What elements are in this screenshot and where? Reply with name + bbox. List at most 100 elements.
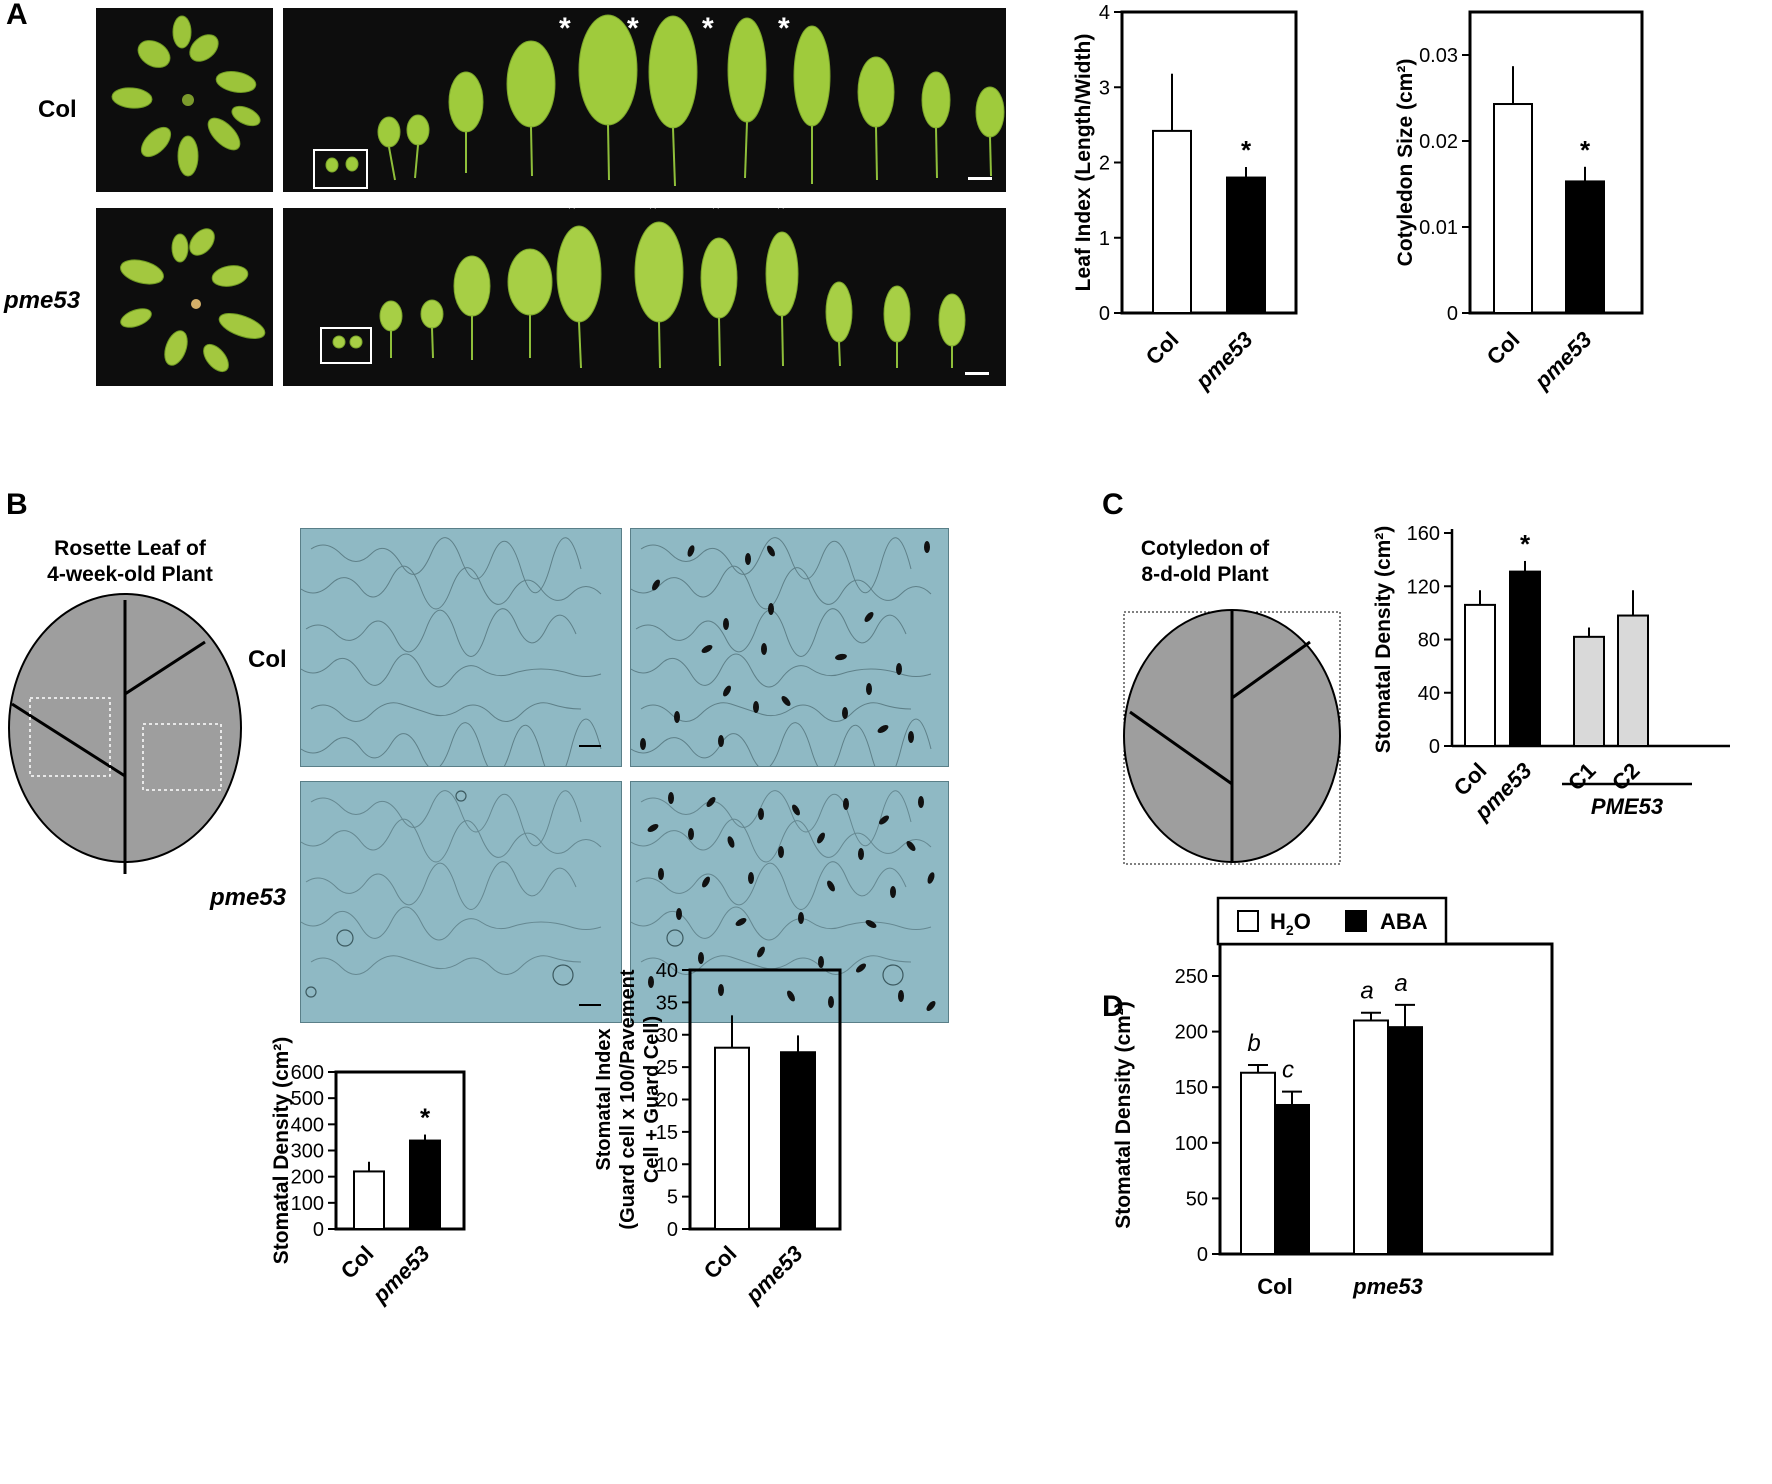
y-tick-label: 0 [1099, 303, 1110, 325]
y-axis-label: Stomatal Density (cm²) [270, 1037, 293, 1265]
category-label: Col [1141, 327, 1184, 370]
asterisk: * [647, 192, 659, 225]
category-label: Col [1257, 1274, 1292, 1299]
category-label: C1 [1563, 758, 1601, 796]
significance-asterisk: * [1520, 529, 1531, 559]
y-tick-label: 0 [1429, 736, 1440, 758]
legend-swatch-aba [1345, 910, 1367, 932]
bar [353, 1170, 385, 1230]
y-tick-label: 0.02 [1419, 131, 1458, 153]
schematic-title-rosette: Rosette Leaf of 4-week-old Plant [30, 536, 230, 588]
chart-d-stomatal-density: 0 50 100 150 200 250 Stomatal Density (cm²) bc a… [1112, 896, 1554, 1299]
y-tick-label: 0 [313, 1219, 324, 1241]
y-axis-label: Stomatal Index [593, 1028, 615, 1170]
y-tick-label: 100 [291, 1193, 324, 1215]
y-tick-label: 300 [291, 1141, 324, 1163]
schematic-title-line: Cotyledon of [1140, 537, 1270, 560]
micrograph-pme53-raw [300, 781, 622, 1023]
leaf-series-photo-col: * * * * [283, 8, 1006, 192]
row-label-col-a: Col [38, 96, 77, 123]
y-tick-label: 15 [656, 1122, 678, 1144]
panel-letter-b: B [6, 488, 28, 521]
panel-letter-a: A [6, 0, 28, 31]
bar [409, 1139, 441, 1231]
category-label: Col [1482, 327, 1525, 370]
schematic-title-line: 4-week-old Plant [47, 563, 213, 586]
rosette-photo-pme53 [96, 208, 273, 386]
y-tick-label: 20 [656, 1090, 678, 1112]
y-tick-label: 250 [1175, 966, 1208, 988]
y-tick-label: 600 [291, 1062, 324, 1084]
panel-letter-d: D [1102, 990, 1124, 1023]
schematic-title-line: Rosette Leaf of [54, 537, 206, 560]
y-tick-label: 120 [1407, 576, 1440, 598]
asterisk: * [559, 12, 571, 45]
y-tick-label: 80 [1418, 630, 1440, 652]
row-label-pme53-a: pme53 [4, 287, 81, 314]
asterisk: * [775, 192, 787, 225]
y-tick-label: 0.01 [1419, 217, 1458, 239]
bar [1573, 635, 1605, 747]
category-label: pme53 [1190, 327, 1258, 395]
legend-swatch-h2o [1237, 910, 1259, 932]
significance-letter: a [1360, 978, 1373, 1005]
schematic-title-cotyledon: Cotyledon of 8-d-old Plant [1110, 536, 1300, 588]
category-label: pme53 [367, 1241, 435, 1309]
cotyledon-schematic [1123, 609, 1341, 865]
asterisk: * [627, 12, 639, 45]
bar [1387, 1026, 1423, 1256]
plot-frame [1120, 10, 1298, 315]
bar [780, 1051, 816, 1231]
group-label: PME53 [1591, 794, 1663, 819]
significance-letter: c [1282, 1057, 1294, 1084]
micrograph-col-marked [630, 528, 949, 767]
significance-asterisk: * [1241, 135, 1252, 165]
bar [714, 1046, 750, 1231]
y-tick-label: 160 [1407, 523, 1440, 545]
y-tick-label: 3 [1099, 77, 1110, 99]
y-tick-label: 500 [291, 1088, 324, 1110]
legend-label-aba: ABA [1380, 909, 1428, 934]
y-tick-label: 50 [1186, 1188, 1208, 1210]
y-tick-label: 0.03 [1419, 45, 1458, 67]
y-tick-label: 0 [667, 1219, 678, 1241]
schematic-title-line: 8-d-old Plant [1141, 563, 1269, 586]
micrograph-pme53-marked [630, 781, 949, 1023]
y-axis-label: Cell + Guard Cell) [641, 1016, 663, 1183]
leaf-series-photo-pme53: * * * * [283, 192, 1006, 386]
category-label: pme53 [740, 1241, 808, 1309]
y-tick-label: 4 [1099, 2, 1110, 24]
bar [1353, 1019, 1389, 1256]
y-tick-label: 0 [1197, 1244, 1208, 1266]
category-label: Col [336, 1241, 379, 1284]
significance-asterisk: * [1580, 135, 1591, 165]
y-tick-label: 150 [1175, 1077, 1208, 1099]
category-label: pme53 [1352, 1274, 1423, 1299]
asterisk: * [710, 192, 722, 225]
y-tick-label: 10 [656, 1154, 678, 1176]
bar [1240, 1071, 1276, 1255]
y-tick-label: 200 [1175, 1022, 1208, 1044]
bar [1226, 176, 1266, 314]
bar [1509, 570, 1541, 748]
row-label-col-b: Col [248, 646, 287, 673]
category-label: pme53 [1529, 327, 1597, 395]
category-label: Col [699, 1241, 742, 1284]
y-tick-label: 400 [291, 1114, 324, 1136]
y-tick-label: 25 [656, 1057, 678, 1079]
significance-letter: b [1247, 1030, 1260, 1057]
bar [1152, 129, 1192, 314]
bar [1274, 1103, 1310, 1255]
panel-letter-c: C [1102, 488, 1124, 521]
y-tick-label: 200 [291, 1167, 324, 1189]
asterisk: * [566, 192, 578, 225]
y-tick-label: 30 [656, 1025, 678, 1047]
category-label: C2 [1607, 758, 1645, 796]
y-axis-label: Stomatal Density (cm²) [1112, 1001, 1135, 1229]
asterisk: * [778, 12, 790, 45]
bar [1493, 103, 1533, 314]
